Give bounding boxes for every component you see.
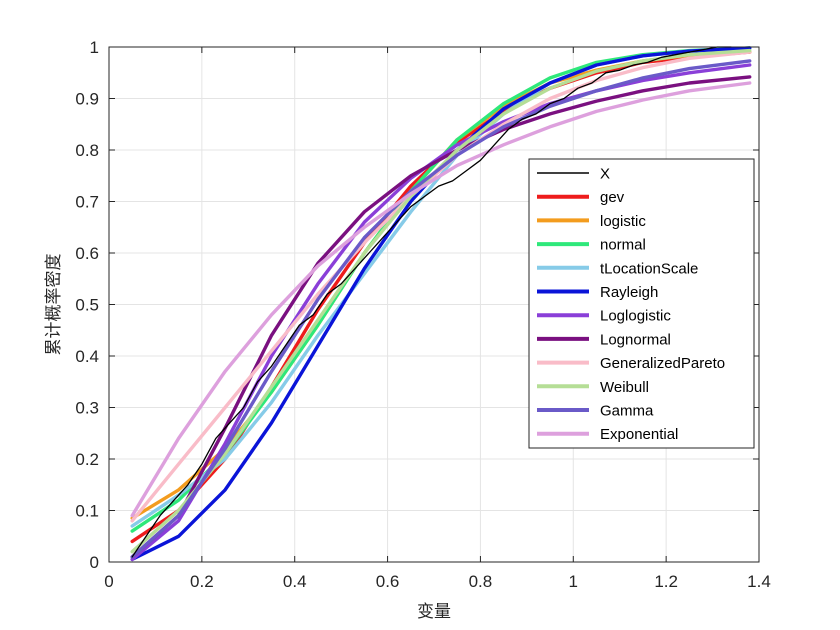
x-tick-label: 1.4: [747, 572, 771, 591]
legend-entry: logistic: [537, 213, 646, 230]
legend-entry: Rayleigh: [537, 284, 658, 301]
x-tick-label: 1: [569, 572, 578, 591]
legend-entry: Gamma: [537, 403, 654, 420]
legend-label: Gamma: [600, 403, 654, 420]
legend-label: Rayleigh: [600, 284, 658, 301]
y-tick-label: 0.8: [75, 141, 99, 160]
legend-entry: gev: [537, 189, 625, 206]
x-tick-label: 0.8: [469, 572, 493, 591]
legend-entry: Weibull: [537, 379, 649, 396]
legend-box: [528, 158, 755, 449]
legend-label: tLocationScale: [600, 260, 698, 277]
x-tick-label: 0: [104, 572, 113, 591]
legend-label: normal: [600, 237, 646, 254]
legend-entry: GeneralizedPareto: [537, 355, 725, 372]
legend-label: Exponential: [600, 426, 678, 443]
y-tick-label: 0.6: [75, 244, 99, 263]
series-layer: [130, 46, 752, 562]
y-tick-label: 1: [90, 38, 99, 57]
y-tick-label: 0.5: [75, 296, 99, 315]
legend-entry: Loglogistic: [537, 308, 671, 325]
legend-entry: Lognormal: [537, 331, 671, 348]
y-axis-label: 累计概率密度: [44, 254, 64, 356]
series-line-exponential: [130, 81, 752, 518]
y-tick-label: 0.2: [75, 450, 99, 469]
legend-label: Lognormal: [600, 331, 671, 348]
series-line-x: [131, 46, 732, 558]
legend-entry: normal: [537, 237, 646, 254]
x-tick-label: 0.4: [283, 572, 307, 591]
x-tick-label: 1.2: [654, 572, 678, 591]
legend-entry: tLocationScale: [537, 260, 698, 277]
y-tick-label: 0: [90, 553, 99, 572]
series-line-generalizedpareto: [130, 50, 752, 523]
legend-label: X: [600, 166, 610, 183]
y-tick-label: 0.7: [75, 193, 99, 212]
x-axis-label: 变量: [417, 602, 451, 622]
legend-label: Loglogistic: [600, 308, 671, 325]
y-tick-label: 0.1: [75, 502, 99, 521]
legend-label: gev: [600, 189, 625, 206]
legend-label: logistic: [600, 213, 646, 230]
series-line-gamma: [130, 59, 752, 559]
legend-label: Weibull: [600, 379, 649, 396]
y-tick-label: 0.3: [75, 399, 99, 418]
y-tick-label: 0.9: [75, 90, 99, 109]
x-tick-label: 0.6: [376, 572, 400, 591]
x-tick-label: 0.2: [190, 572, 214, 591]
series-line-lognormal: [130, 75, 752, 559]
legend-label: GeneralizedPareto: [600, 355, 725, 372]
legend-entry: Exponential: [537, 426, 678, 443]
legend-entry: X: [537, 166, 610, 183]
axis-ticks: 0 0.2 0.4 0.6 0.8 1 1.2 1.4 0 0.1 0.2 0.3 0.4 0.5 0.6 0…: [75, 38, 770, 591]
y-tick-label: 0.4: [75, 347, 99, 366]
